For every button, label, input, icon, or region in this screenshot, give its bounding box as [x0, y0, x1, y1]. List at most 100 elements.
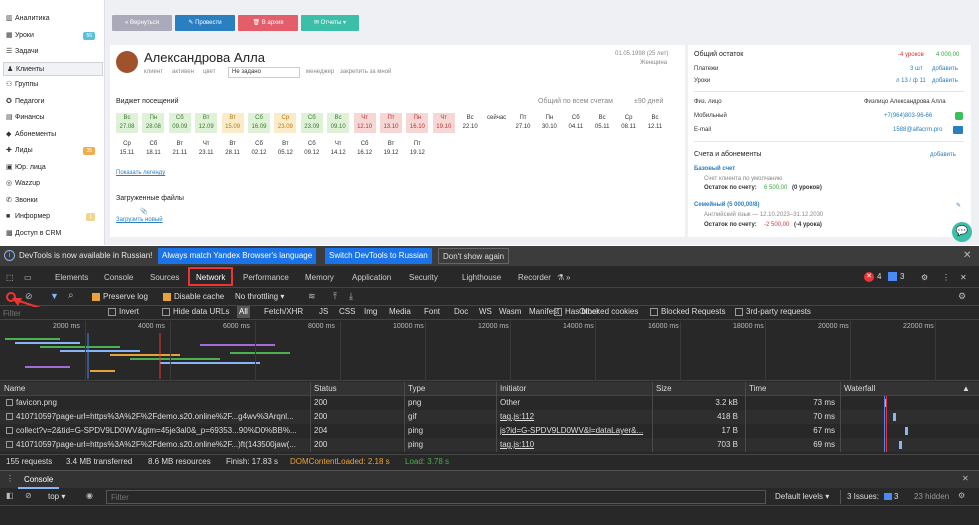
- issues-label[interactable]: 3 Issues:: [847, 492, 880, 501]
- settings-gear-icon[interactable]: ⚙: [921, 273, 929, 282]
- drawer-menu-icon[interactable]: ⋮: [6, 474, 14, 483]
- visit-day[interactable]: Сб 04.11: [564, 113, 587, 133]
- timeline-overview[interactable]: 2000 ms 4000 ms 6000 ms 8000 ms 10000 ms 1200…: [0, 321, 979, 381]
- type-filter-img[interactable]: Img: [364, 307, 378, 316]
- visit-day[interactable]: Вс 27.08: [116, 113, 138, 133]
- visit-day[interactable]: Ср 08.11: [617, 113, 640, 133]
- edit-icon[interactable]: ✎: [956, 203, 962, 209]
- visit-day[interactable]: Вт 28.11: [221, 139, 244, 159]
- filter-input[interactable]: [3, 307, 98, 319]
- reports-button[interactable]: ✉ Отчеты ▾: [301, 15, 359, 31]
- context-select[interactable]: top ▾: [48, 492, 66, 501]
- visit-day[interactable]: Чт 14.12: [327, 139, 350, 159]
- conduct-button[interactable]: ✎ Провести: [175, 15, 235, 31]
- type-filter-css[interactable]: CSS: [339, 307, 356, 316]
- visit-day[interactable]: Сб 09.09: [168, 113, 191, 133]
- visit-day[interactable]: Ср 23.09: [274, 113, 297, 133]
- error-count[interactable]: 4: [877, 272, 882, 281]
- inspect-icon[interactable]: ⬚: [6, 273, 14, 282]
- table-row[interactable]: 410710597page-url=https%3A%2F%2Fdemo.s20…: [0, 438, 979, 452]
- sidebar-item-10[interactable]: ◎ Wazzup: [6, 177, 101, 191]
- type-filter-all[interactable]: All: [237, 306, 250, 318]
- type-filter-wasm[interactable]: Wasm: [499, 307, 522, 316]
- close-icon[interactable]: ✕: [963, 250, 972, 261]
- col-name[interactable]: Name: [4, 384, 26, 393]
- tab-console[interactable]: Console: [104, 273, 134, 282]
- sidebar-toggle-icon[interactable]: ◧: [6, 491, 14, 500]
- tab-security[interactable]: Security: [409, 273, 438, 282]
- cell-initiator[interactable]: tag.js:112: [500, 412, 535, 421]
- visits-filter[interactable]: Общий по всем счетам: [538, 98, 613, 105]
- tab-memory[interactable]: Memory: [305, 273, 334, 282]
- tab-lighthouse[interactable]: Lighthouse: [462, 273, 502, 282]
- type-filter-js[interactable]: JS: [319, 307, 329, 316]
- visit-day[interactable]: Чт 12.10: [353, 113, 376, 133]
- visit-day[interactable]: Сб 18.11: [142, 139, 165, 159]
- add-account-link[interactable]: добавить: [930, 152, 956, 158]
- cell-initiator[interactable]: tag.js:110: [500, 440, 535, 449]
- visit-day[interactable]: Сб 16.12: [353, 139, 376, 159]
- tab-application[interactable]: Application: [352, 273, 392, 282]
- tab-performance[interactable]: Performance: [243, 273, 289, 282]
- upload-new-link[interactable]: Загрузить новый: [116, 217, 163, 223]
- sidebar-item-2[interactable]: ☰ Задачи: [6, 45, 101, 59]
- visit-day[interactable]: Пт 13.10: [380, 113, 402, 133]
- email-value[interactable]: 1588@alfacrm.pro: [893, 127, 943, 133]
- visit-day[interactable]: сейчас: [485, 113, 508, 133]
- more-options-icon[interactable]: ⋮: [942, 273, 950, 282]
- throttling-select[interactable]: No throttling ▾: [235, 292, 285, 301]
- dont-show-again-button[interactable]: Don't show again: [438, 248, 510, 264]
- hide-data-urls-checkbox[interactable]: Hide data URLs: [162, 306, 229, 318]
- col-initiator[interactable]: Initiator: [500, 384, 527, 393]
- issues-icon[interactable]: [884, 493, 892, 500]
- console-filter-input[interactable]: [106, 490, 766, 504]
- sidebar-item-0[interactable]: ▥ Аналитика: [6, 12, 101, 26]
- col-time[interactable]: Time: [749, 384, 767, 393]
- sidebar-item-13[interactable]: ▩ Доступ в CRM: [6, 227, 101, 241]
- visit-day[interactable]: Пт 19.12: [406, 139, 429, 159]
- cell-initiator[interactable]: Other: [500, 398, 521, 407]
- tag-active[interactable]: активен: [172, 69, 194, 75]
- family-account-link[interactable]: Семейный (5 000,00/8): [694, 202, 760, 208]
- type-filter-font[interactable]: Font: [424, 307, 441, 316]
- switch-to-russian-button[interactable]: Switch DevTools to Russian: [325, 248, 432, 264]
- sidebar-item-11[interactable]: ✆ Звонки: [6, 194, 101, 208]
- status-select[interactable]: Не задано: [228, 67, 300, 78]
- mobile-value[interactable]: +7(964)803-96-66: [884, 113, 933, 119]
- back-button[interactable]: « Вернуться: [112, 15, 172, 31]
- lessons-value[interactable]: л 13 / ф 11: [896, 78, 926, 84]
- disable-cache-checkbox[interactable]: Disable cache: [163, 292, 224, 301]
- type-filter-ws[interactable]: WS: [479, 307, 492, 316]
- third-party-checkbox[interactable]: 3rd-party requests: [735, 306, 811, 318]
- type-filter-manifest[interactable]: Manifest: [529, 307, 560, 316]
- sidebar-item-5[interactable]: ✪ Педагоги: [6, 95, 101, 109]
- visit-day[interactable]: Пт 27.10: [512, 113, 534, 133]
- message-count[interactable]: 3: [900, 272, 905, 281]
- archive-button[interactable]: 🗑 В архив: [238, 15, 298, 31]
- whatsapp-icon[interactable]: [955, 112, 963, 120]
- sidebar-item-12[interactable]: ■ Информер 1: [6, 210, 101, 224]
- close-drawer-icon[interactable]: ✕: [962, 474, 969, 483]
- wifi-icon[interactable]: ≋: [308, 291, 316, 301]
- drawer-tab-console[interactable]: Console: [18, 471, 60, 489]
- tag-client[interactable]: клиент: [144, 69, 163, 75]
- sidebar-item-4[interactable]: ⚇ Группы: [6, 78, 101, 92]
- filter-icon[interactable]: ▼: [50, 291, 59, 301]
- type-filter-doc[interactable]: Doc: [454, 307, 469, 316]
- visit-day[interactable]: Вт 15.09: [221, 113, 244, 133]
- clear-console-icon[interactable]: ⊘: [25, 491, 32, 500]
- assign-to-me-link[interactable]: закрепить за мной: [340, 69, 392, 75]
- visit-day[interactable]: Сб 09.12: [300, 139, 323, 159]
- visit-day[interactable]: Вс 05.11: [591, 113, 614, 133]
- visit-day[interactable]: Вт 05.12: [274, 139, 297, 159]
- type-filter-media[interactable]: Media: [389, 307, 411, 316]
- visit-day[interactable]: Вт 19.12: [380, 139, 402, 159]
- visit-day[interactable]: Ср 15.11: [116, 139, 138, 159]
- visit-day[interactable]: Вс 22.10: [459, 113, 482, 133]
- table-row[interactable]: 410710597page-url=https%3A%2F%2Fdemo.s20…: [0, 410, 979, 424]
- show-legend-link[interactable]: Показать легенду: [116, 170, 166, 176]
- invert-checkbox[interactable]: Invert: [108, 306, 139, 318]
- add-payment-link[interactable]: добавить: [932, 66, 958, 72]
- sidebar-item-8[interactable]: ✚ Лиды 35: [6, 144, 101, 158]
- upload-icon[interactable]: ⤒: [333, 291, 337, 301]
